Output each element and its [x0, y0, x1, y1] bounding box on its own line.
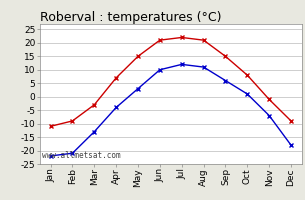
- Text: Roberval : temperatures (°C): Roberval : temperatures (°C): [40, 11, 221, 24]
- Text: www.allmetsat.com: www.allmetsat.com: [42, 151, 121, 160]
